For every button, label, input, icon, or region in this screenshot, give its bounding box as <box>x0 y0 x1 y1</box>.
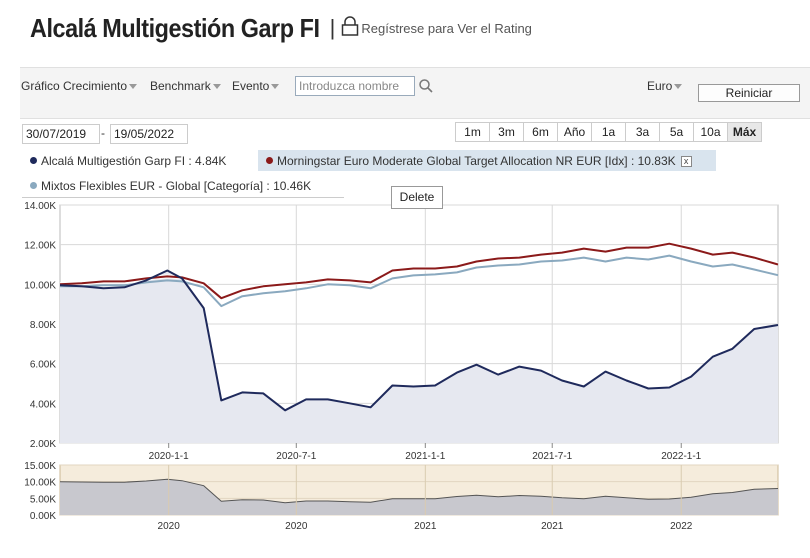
series-line-fund <box>59 269 779 412</box>
x-tick-label: 2021-7-1 <box>532 451 572 462</box>
chevron-down-icon <box>212 84 221 90</box>
navigator-x-label: 2022 <box>670 521 693 532</box>
currency-label: Euro <box>647 79 673 93</box>
series-line-halo <box>59 241 779 301</box>
navigator-x-label: 2021 <box>541 521 564 532</box>
navigator-x-label: 2021 <box>414 521 437 532</box>
benchmark-dropdown[interactable]: Benchmark <box>150 79 221 93</box>
date-separator: - <box>101 126 105 140</box>
start-date-input[interactable] <box>22 124 100 144</box>
y-tick-label: 14.00K <box>24 201 56 212</box>
range-button[interactable]: 5a <box>659 122 694 142</box>
x-tick-label: 2020-7-1 <box>276 451 316 462</box>
search-icon[interactable] <box>418 78 434 94</box>
legend-dot <box>266 157 273 165</box>
y-tick-label: 8.00K <box>30 320 56 331</box>
navigator-y-label: 5.00K <box>30 494 56 505</box>
navigator-y-label: 15.00K <box>24 461 56 472</box>
delete-tooltip[interactable]: Delete <box>391 186 443 209</box>
event-label: Evento <box>232 79 270 93</box>
legend-item-benchmark[interactable]: Morningstar Euro Moderate Global Target … <box>266 154 692 168</box>
y-tick-label: 10.00K <box>24 280 56 291</box>
chevron-down-icon <box>271 84 280 90</box>
benchmark-label: Benchmark <box>150 79 211 93</box>
navigator-y-label: 0.00K <box>30 511 56 522</box>
growth-chart-dropdown[interactable]: Gráfico Crecimiento <box>21 79 138 93</box>
currency-dropdown[interactable]: Euro <box>647 79 683 93</box>
x-tick-label: 2020-1-1 <box>149 451 189 462</box>
chart-toolbar: Gráfico Crecimiento Benchmark Evento Eur… <box>20 67 810 119</box>
navigator-y-label: 10.00K <box>24 478 56 489</box>
event-dropdown[interactable]: Evento <box>232 79 280 93</box>
navigator-fund-line <box>59 478 779 504</box>
legend-label: Morningstar Euro Moderate Global Target … <box>277 154 676 168</box>
end-date-input[interactable] <box>110 124 188 144</box>
chevron-down-icon <box>129 84 138 90</box>
chevron-down-icon <box>674 84 683 90</box>
legend-label: Mixtos Flexibles EUR - Global [Categoría… <box>41 179 312 193</box>
legend-item-fund[interactable]: Alcalá Multigestión Garp FI : 4.84K <box>30 154 226 168</box>
range-button[interactable]: 10a <box>693 122 728 142</box>
close-icon[interactable]: x <box>680 156 692 168</box>
navigator-area <box>59 464 779 516</box>
range-button[interactable]: 3a <box>625 122 660 142</box>
range-button[interactable]: 3m <box>489 122 524 142</box>
legend-dot <box>30 157 37 165</box>
navigator-fund-area <box>60 479 778 515</box>
series-line-benchmark <box>59 242 779 300</box>
search-input[interactable] <box>295 76 415 96</box>
y-tick-label: 6.00K <box>30 360 56 371</box>
range-button[interactable]: 1m <box>455 122 490 142</box>
rating-link[interactable]: Regístrese para Ver el Rating <box>361 20 532 36</box>
legend-item-category[interactable]: Mixtos Flexibles EUR - Global [Categoría… <box>30 179 311 193</box>
legend-divider <box>22 197 344 198</box>
reset-button[interactable]: Reiniciar <box>698 84 800 102</box>
range-button[interactable]: 6m <box>523 122 558 142</box>
lock-icon <box>341 16 359 36</box>
fund-area <box>60 270 778 443</box>
growth-chart-label: Gráfico Crecimiento <box>21 79 128 93</box>
y-tick-label: 2.00K <box>30 439 56 450</box>
y-tick-label: 12.00K <box>24 241 56 252</box>
legend-label: Alcalá Multigestión Garp FI : 4.84K <box>41 154 227 168</box>
range-selector: 1m 3m 6m Año 1a 3a 5a 10a Máx <box>455 122 762 142</box>
range-button[interactable]: Año <box>557 122 592 142</box>
header: Alcalá Multigestión Garp FI | Regístrese… <box>30 10 532 46</box>
y-tick-label: 4.00K <box>30 399 56 410</box>
legend-dot <box>30 182 37 190</box>
navigator-x-label: 2020 <box>158 521 181 532</box>
range-button[interactable]: Máx <box>727 122 762 142</box>
title-separator: | <box>329 15 336 40</box>
x-tick-label: 2022-1-1 <box>661 451 701 462</box>
x-tick-label: 2021-1-1 <box>405 451 445 462</box>
legend-highlight <box>258 150 716 171</box>
series-line-category <box>60 254 779 308</box>
plot-area <box>59 204 779 444</box>
navigator-x-label: 2020 <box>285 521 308 532</box>
range-button[interactable]: 1a <box>591 122 626 142</box>
page-title: Alcalá Multigestión Garp FI <box>30 12 320 43</box>
